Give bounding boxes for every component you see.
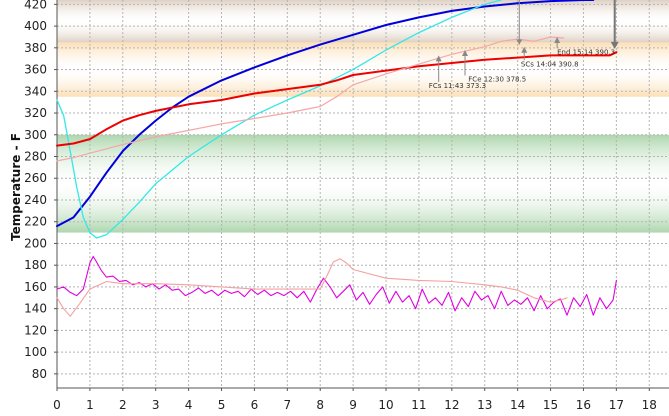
y-tick-label: 340 <box>24 84 47 98</box>
series-line-2 <box>56 51 618 147</box>
y-tick-label: 420 <box>24 0 47 11</box>
sc-marker-arrow <box>516 39 523 45</box>
y-tick-label: 260 <box>24 171 47 185</box>
series-line-1 <box>56 0 502 239</box>
y-tick-label: 160 <box>24 280 47 294</box>
series-line-3 <box>56 36 565 162</box>
annotation-arrow <box>435 55 442 62</box>
x-tick-label: 2 <box>119 398 127 412</box>
x-tick-label: 0 <box>53 398 61 412</box>
series-line-0 <box>56 0 595 228</box>
x-tick-label: 12 <box>444 398 459 412</box>
x-tick-label: 8 <box>316 398 324 412</box>
x-tick-label: 4 <box>185 398 193 412</box>
x-tick-label: 15 <box>543 398 558 412</box>
annotation-arrow <box>462 49 468 56</box>
series-line-5 <box>56 258 568 317</box>
x-tick-label: 11 <box>411 398 426 412</box>
y-tick-label: 360 <box>24 63 47 77</box>
series-line-4 <box>56 255 617 316</box>
y-tick-label: 320 <box>24 106 47 120</box>
annotation-label: SCs 14:04 390.8 <box>521 60 579 68</box>
y-tick-label: 220 <box>24 215 47 229</box>
y-tick-label: 200 <box>24 236 47 250</box>
y-tick-label: 120 <box>24 323 47 337</box>
x-tick-label: 7 <box>284 398 292 412</box>
y-tick-label: 380 <box>24 41 47 55</box>
x-tick-label: 5 <box>218 398 226 412</box>
band-top <box>57 0 669 43</box>
x-tick-label: 9 <box>349 398 357 412</box>
x-tick-label: 13 <box>477 398 492 412</box>
drop-marker-arrow <box>610 41 619 49</box>
y-tick-label: 140 <box>24 302 47 316</box>
grid-lines <box>56 0 669 388</box>
y-tick-label: 180 <box>24 258 47 272</box>
annotation-label: FCe 12:30 378.5 <box>468 76 526 84</box>
annotation-arrow <box>521 46 528 53</box>
temperature-bands <box>57 0 669 233</box>
band-green <box>57 134 669 233</box>
x-tick-label: 16 <box>576 398 591 412</box>
y-axis-label: Temperature - F <box>9 133 23 241</box>
annotation-label: FCs 11:43 373.3 <box>429 82 486 90</box>
x-tick-label: 10 <box>378 398 393 412</box>
y-tick-label: 240 <box>24 193 47 207</box>
series-lines <box>56 0 618 317</box>
y-tick-label: 400 <box>24 19 47 33</box>
x-tick-label: 6 <box>251 398 259 412</box>
y-tick-label: 300 <box>24 128 47 142</box>
axes: 8010012014016018020022024026028030032034… <box>24 0 669 412</box>
x-tick-label: 1 <box>86 398 94 412</box>
x-tick-label: 17 <box>609 398 624 412</box>
x-tick-label: 3 <box>152 398 160 412</box>
y-tick-label: 280 <box>24 150 47 164</box>
x-tick-label: 18 <box>642 398 657 412</box>
annotation-label: End 15:14 390.3 <box>557 48 615 56</box>
y-tick-label: 100 <box>24 345 47 359</box>
x-tick-label: 14 <box>510 398 525 412</box>
y-tick-label: 80 <box>32 367 47 381</box>
annotation-arrow <box>554 36 561 43</box>
